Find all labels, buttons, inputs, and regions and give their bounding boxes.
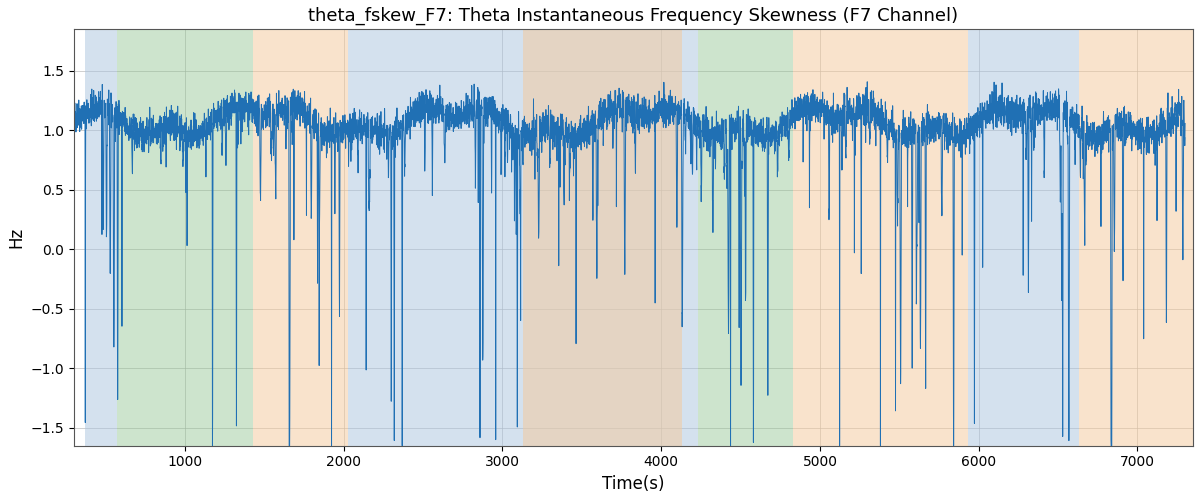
Bar: [967, 30, 1079, 446]
Bar: [523, 30, 682, 446]
Y-axis label: Hz: Hz: [7, 227, 25, 248]
X-axis label: Time(s): Time(s): [602, 475, 665, 493]
Bar: [1079, 30, 1193, 446]
Bar: [682, 30, 697, 446]
Bar: [85, 30, 116, 446]
Bar: [348, 30, 682, 446]
Title: theta_fskew_F7: Theta Instantaneous Frequency Skewness (F7 Channel): theta_fskew_F7: Theta Instantaneous Freq…: [308, 7, 959, 25]
Bar: [253, 30, 348, 446]
Bar: [793, 30, 967, 446]
Bar: [116, 30, 253, 446]
Bar: [697, 30, 793, 446]
